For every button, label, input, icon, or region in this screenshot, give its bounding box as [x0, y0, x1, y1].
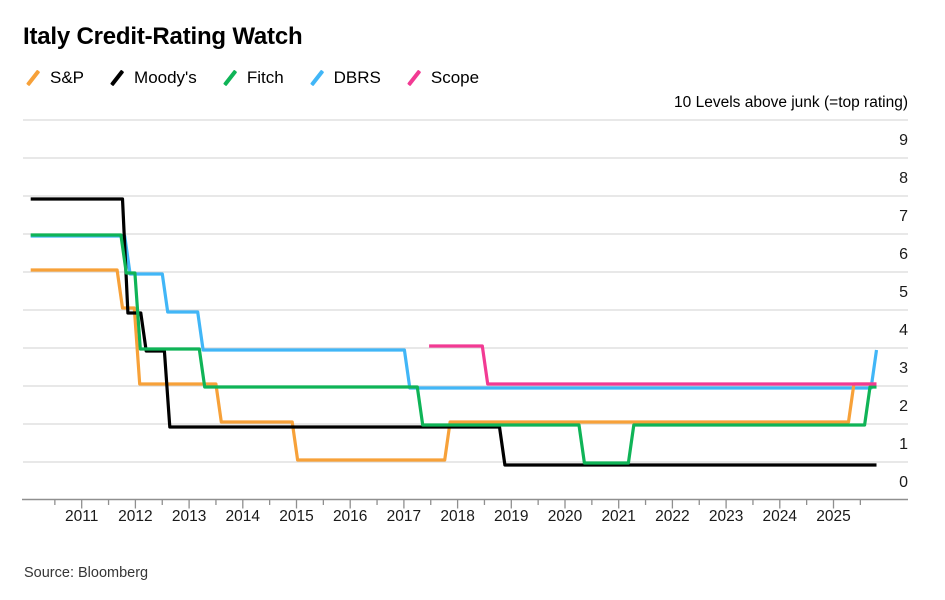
x-tick-label-2019: 2019	[494, 508, 529, 525]
x-tick-label-2020: 2020	[547, 508, 583, 525]
y-tick-label-9: 9	[899, 132, 908, 149]
y-tick-label-5: 5	[899, 284, 908, 301]
x-tick-label-2024: 2024	[762, 508, 798, 525]
legend-item-dbrs: DBRS	[308, 68, 381, 88]
legend-label-scope: Scope	[430, 68, 480, 87]
legend-label-dbrs: DBRS	[333, 68, 381, 87]
series-line-fitch	[30, 233, 877, 465]
series-line-dbrs	[30, 234, 879, 390]
x-tick-label-2018: 2018	[440, 508, 475, 525]
x-tick-label-2023: 2023	[708, 508, 744, 525]
y-tick-label-3: 3	[899, 360, 908, 377]
x-tick-label-2015: 2015	[279, 508, 314, 525]
series-line-scope	[429, 344, 877, 386]
y-tick-label-0: 0	[899, 474, 908, 491]
y-tick-label-7: 7	[899, 208, 908, 225]
y-tick-label-6: 6	[899, 246, 908, 263]
x-tick-label-2011: 2011	[65, 508, 99, 525]
y-tick-label-8: 8	[899, 170, 908, 187]
y-tick-label-1: 1	[899, 436, 908, 453]
legend-item-moody-s: Moody's	[108, 68, 197, 88]
x-tick-label-2016: 2016	[332, 508, 368, 525]
x-tick-label-2013: 2013	[171, 508, 207, 525]
source-note: Source: Bloomberg	[24, 565, 149, 581]
right-axis-label: 10 Levels above junk (=top rating)	[674, 94, 908, 111]
x-tick-label-2021: 2021	[601, 508, 636, 525]
y-tick-label-4: 4	[899, 322, 908, 339]
legend-item-s-p: S&P	[24, 68, 84, 88]
legend-label-fitch: Fitch	[246, 68, 284, 87]
y-tick-label-2: 2	[899, 398, 908, 415]
x-tick-label-2025: 2025	[816, 508, 851, 525]
chart-legend: S&P Moody's Fitch DBRS Scope	[24, 66, 503, 90]
legend-label-moody-s: Moody's	[134, 68, 197, 87]
x-tick-label-2012: 2012	[118, 508, 153, 525]
x-tick-label-2017: 2017	[386, 508, 422, 525]
chart-title: Italy Credit-Rating Watch	[23, 23, 303, 50]
legend-label-s-p: S&P	[50, 68, 85, 87]
legend-item-fitch: Fitch	[221, 68, 284, 88]
legend-item-scope: Scope	[405, 68, 479, 88]
series-line-s-p	[30, 268, 877, 462]
x-tick-label-2014: 2014	[225, 508, 261, 525]
x-tick-label-2022: 2022	[655, 508, 690, 525]
